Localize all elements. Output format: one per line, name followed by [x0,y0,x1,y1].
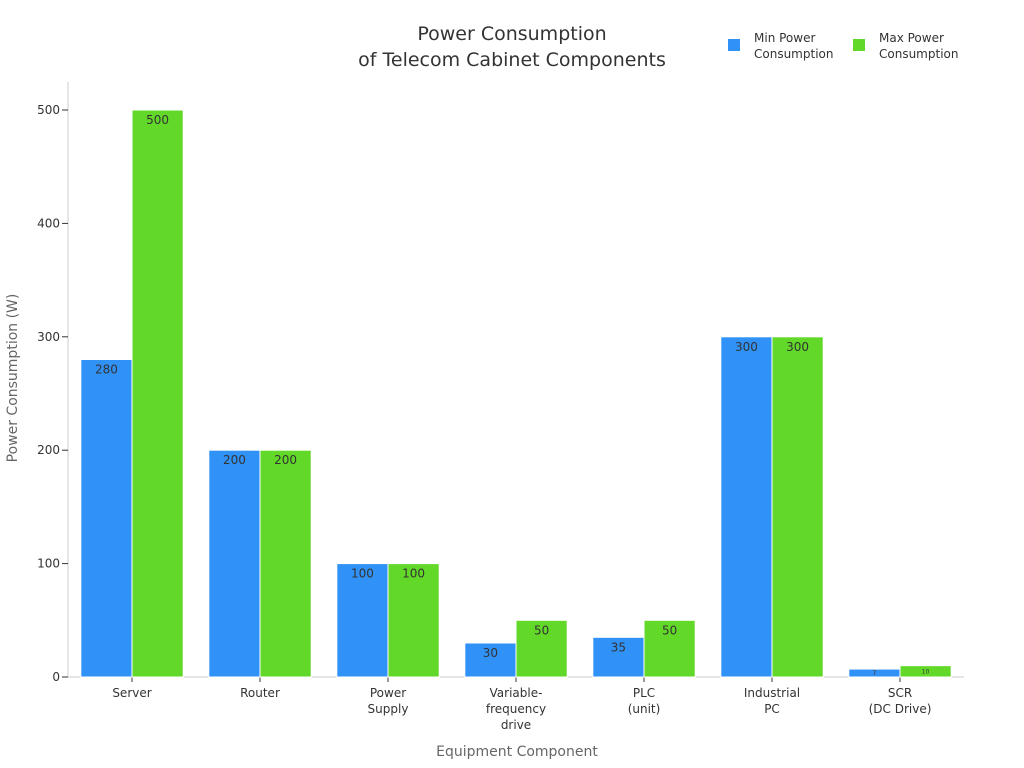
bar-max-power [643,619,696,678]
legend: Min Power Consumption Max Power Consumpt… [728,31,958,61]
bar-min-power [208,449,261,678]
y-tick-label: 0 [52,670,60,684]
bar-label-max: 10 [922,668,930,675]
x-tick-label: Server [112,686,151,700]
bar-label-max: 50 [534,623,549,637]
bar-min-power [336,563,389,678]
bar-label-min: 300 [735,340,758,354]
legend-swatch-max [853,39,865,51]
bar-max-power [899,665,952,678]
bar-label-min: 35 [611,640,626,654]
bar-max-power [771,336,824,678]
x-tick-label: Industrial PC [744,686,800,716]
bar-label-max: 50 [662,623,677,637]
bar-label-min: 100 [351,567,374,581]
bar-min-power [464,642,517,678]
bar-label-min: 200 [223,453,246,467]
legend-label-max-line-2: Consumption [879,47,958,61]
x-axis-title: Equipment Component [436,744,598,760]
x-tick-label: SCR (DC Drive) [869,686,932,716]
bar-label-max: 200 [274,453,297,467]
x-tick-label: Variable-frequency drive [486,686,546,732]
x-tick-label: Router [240,686,280,700]
x-tick-label: PLC (unit) [628,686,661,716]
bar-labels: 280 500 200 200 100 100 30 50 35 50 300 300 7 10 [95,113,930,677]
y-tick-label: 500 [37,103,60,117]
y-axis: 0 100 200 300 400 500 [37,81,69,684]
chart-title-line-2: of Telecom Cabinet Components [358,49,666,71]
bar-label-min: 280 [95,362,118,376]
bar-label-min: 30 [483,646,498,660]
y-axis-title: Power Consumption (W) [5,294,21,463]
x-tick-label: Power Supply [368,686,409,716]
bar-max-power [387,563,440,678]
legend-label-min-line-1: Min Power [754,31,815,45]
y-tick-label: 200 [37,443,60,457]
bars [80,109,952,678]
legend-swatch-min [728,39,740,51]
bar-label-max: 500 [146,113,169,127]
bar-max-power [515,619,568,678]
bar-min-power [720,336,773,678]
bar-label-max: 100 [402,567,425,581]
y-tick-label: 100 [37,557,60,571]
bar-label-max: 300 [786,340,809,354]
legend-label-max-line-1: Max Power [879,31,944,45]
bar-label-min: 7 [872,670,876,677]
y-tick-label: 400 [37,216,60,230]
y-tick-label: 300 [37,330,60,344]
x-axis: Server Router Power Supply Variable-frequenc… [68,676,964,732]
bar-max-power [259,449,312,678]
bar-min-power [80,358,133,678]
chart-title: Power Consumption of Telecom Cabinet Com… [358,23,666,71]
bar-min-power [592,636,645,678]
bar-max-power [131,109,184,678]
legend-label-min-line-2: Consumption [754,47,833,61]
chart-title-line-1: Power Consumption [417,23,606,45]
